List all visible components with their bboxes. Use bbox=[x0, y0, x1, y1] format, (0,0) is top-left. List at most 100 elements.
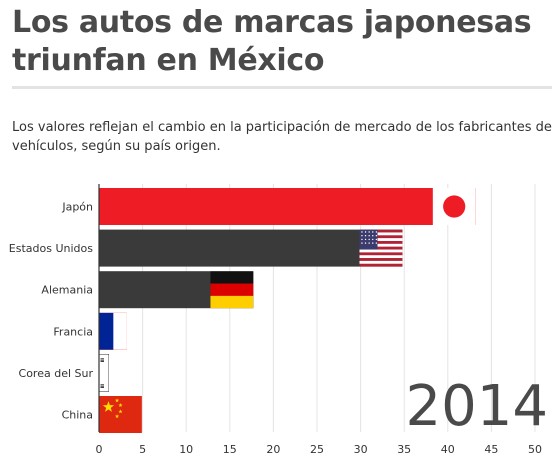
x-tick-label: 0 bbox=[96, 443, 103, 456]
flag-disc bbox=[443, 195, 466, 218]
south-korea-flag-icon bbox=[99, 354, 141, 392]
flag-body bbox=[99, 312, 142, 350]
flags bbox=[99, 188, 476, 433]
flag-body bbox=[99, 396, 142, 433]
flag-trigram bbox=[137, 358, 141, 359]
flag-star bbox=[368, 231, 370, 233]
flag-stripe bbox=[359, 246, 403, 250]
x-tick-label: 15 bbox=[223, 443, 237, 456]
germany-flag-icon bbox=[210, 271, 254, 309]
flag-star bbox=[361, 235, 363, 237]
flag-stripe bbox=[210, 295, 254, 309]
grid-lines bbox=[142, 184, 536, 432]
category-label: Estados Unidos bbox=[9, 242, 93, 255]
tick-labels: 0 5 10 15 20 25 30 35 40 45 50 bbox=[96, 443, 543, 456]
flag-star bbox=[368, 242, 370, 244]
bar-0 bbox=[99, 188, 476, 225]
bar-1 bbox=[99, 229, 403, 267]
japan-flag-icon bbox=[432, 188, 476, 225]
x-tick-label: 45 bbox=[484, 443, 498, 456]
year-label: 2014 bbox=[405, 374, 548, 439]
flag-taeguk bbox=[111, 373, 130, 382]
flag-trigram bbox=[100, 387, 104, 388]
flag-trigram bbox=[100, 359, 104, 361]
china-flag-icon bbox=[99, 396, 142, 433]
category-label: Corea del Sur bbox=[19, 367, 94, 380]
flag-stripe bbox=[210, 283, 254, 297]
flag-star bbox=[102, 401, 115, 412]
france-flag-icon bbox=[99, 312, 142, 350]
flag-star bbox=[364, 235, 367, 237]
flag-stripe bbox=[99, 312, 114, 350]
x-tick-label: 10 bbox=[179, 443, 193, 456]
flag-star bbox=[364, 238, 367, 241]
flag-stripe bbox=[113, 312, 127, 350]
category-label: Francia bbox=[53, 325, 93, 338]
flag-trigram bbox=[100, 385, 104, 387]
flag-star bbox=[372, 238, 374, 241]
flag-star bbox=[364, 231, 367, 233]
flag-trigram bbox=[137, 360, 141, 361]
usa-flag-icon bbox=[359, 229, 403, 267]
flag-stripe bbox=[359, 263, 403, 267]
chart-subtitle: Los valores reflejan el cambio en la par… bbox=[12, 120, 552, 154]
flag-stripe bbox=[359, 238, 403, 242]
flag-stripe bbox=[359, 249, 403, 253]
flag-star bbox=[118, 409, 123, 414]
flag-star bbox=[372, 231, 374, 233]
flag-taeguk bbox=[111, 363, 130, 382]
flag-star bbox=[361, 231, 363, 233]
category-labels: Japón Estados Unidos Alemania Francia Corea … bbox=[9, 201, 94, 422]
flag-trigram bbox=[137, 386, 141, 387]
x-tick-label: 40 bbox=[441, 443, 455, 456]
flag-body bbox=[99, 354, 141, 392]
chart-title: Los autos de marcas japonesas triunfan e… bbox=[12, 5, 532, 78]
x-tick-label: 25 bbox=[310, 443, 324, 456]
flag-stripe bbox=[359, 240, 403, 245]
flag-body bbox=[432, 188, 476, 225]
flag-trigram bbox=[137, 361, 141, 362]
flag-star bbox=[375, 235, 378, 237]
flag-stripe bbox=[359, 255, 403, 259]
flag-stripe bbox=[359, 260, 403, 264]
x-tick-label: 35 bbox=[397, 443, 411, 456]
flag-trigram bbox=[100, 361, 104, 362]
flag-stripe bbox=[210, 271, 254, 284]
flag-star bbox=[375, 242, 378, 244]
bar-chart: Japón Estados Unidos Alemania Francia Corea … bbox=[9, 184, 548, 456]
flag-field bbox=[99, 396, 142, 433]
x-tick-label: 50 bbox=[528, 443, 542, 456]
flag-stripe bbox=[359, 252, 403, 256]
flag-body bbox=[210, 271, 254, 309]
flag-star bbox=[368, 238, 370, 241]
flag-body bbox=[359, 229, 403, 267]
flag-trigram bbox=[100, 358, 104, 360]
flag-trigram bbox=[137, 384, 141, 385]
category-label: Alemania bbox=[41, 284, 93, 297]
flag-star bbox=[114, 398, 120, 403]
flag-star bbox=[361, 242, 363, 244]
category-label: Japón bbox=[61, 201, 93, 214]
flag-stripe bbox=[128, 313, 142, 350]
flag-star bbox=[375, 231, 378, 233]
flag-field bbox=[99, 354, 109, 392]
flag-stripe bbox=[359, 232, 403, 236]
flag-star bbox=[361, 238, 363, 241]
x-tick-label: 30 bbox=[354, 443, 368, 456]
flag-star bbox=[372, 242, 374, 244]
flag-star bbox=[375, 238, 378, 241]
flag-stripe bbox=[359, 243, 403, 247]
flag-star bbox=[364, 242, 367, 244]
flag-star bbox=[114, 414, 120, 419]
flag-star bbox=[118, 403, 123, 408]
flag-trigram bbox=[100, 384, 104, 386]
flag-trigram bbox=[137, 387, 141, 388]
flag-star bbox=[372, 235, 374, 237]
flag-stripe bbox=[359, 229, 403, 233]
flag-stripe bbox=[359, 258, 403, 262]
x-tick-label: 5 bbox=[139, 443, 146, 456]
flag-stripe bbox=[359, 235, 403, 239]
flag-star bbox=[368, 235, 370, 237]
title-divider bbox=[12, 86, 552, 89]
x-tick-label: 20 bbox=[266, 443, 280, 456]
